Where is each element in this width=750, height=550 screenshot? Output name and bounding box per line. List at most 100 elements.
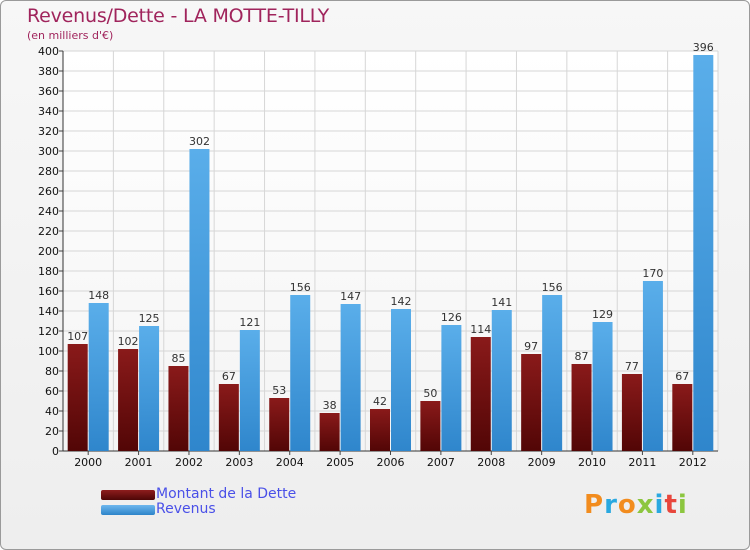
logo-letter: i xyxy=(677,490,688,520)
y-tick-label: 400 xyxy=(38,45,59,58)
y-tick-label: 180 xyxy=(38,265,59,278)
bar-dette xyxy=(218,384,239,451)
data-label-revenus: 302 xyxy=(189,135,210,148)
bar-dette xyxy=(269,398,290,451)
bar-revenus xyxy=(88,303,109,451)
data-label-dette: 77 xyxy=(625,360,639,373)
data-label-dette: 87 xyxy=(575,350,589,363)
x-tick-label: 2005 xyxy=(326,456,354,469)
bar-revenus xyxy=(189,149,210,451)
x-tick-label: 2004 xyxy=(276,456,304,469)
bar-revenus xyxy=(139,326,160,451)
data-label-revenus: 141 xyxy=(491,296,512,309)
x-tick-label: 2002 xyxy=(175,456,203,469)
bar-dette xyxy=(118,349,139,451)
bar-dette xyxy=(319,413,340,451)
logo-letter: x xyxy=(636,490,655,520)
bar-dette xyxy=(67,344,88,451)
data-label-dette: 67 xyxy=(222,370,236,383)
y-tick-label: 280 xyxy=(38,165,59,178)
y-tick-label: 80 xyxy=(45,365,59,378)
bar-revenus xyxy=(693,55,714,451)
y-tick-label: 20 xyxy=(45,425,59,438)
bar-dette xyxy=(420,401,441,451)
x-tick-label: 2006 xyxy=(377,456,405,469)
y-tick-label: 240 xyxy=(38,205,59,218)
bar-dette xyxy=(470,337,491,451)
y-tick-label: 200 xyxy=(38,245,59,258)
legend-swatch-revenus xyxy=(101,505,155,515)
bar-dette xyxy=(672,384,693,451)
y-tick-label: 320 xyxy=(38,125,59,138)
x-tick-label: 2012 xyxy=(679,456,707,469)
data-label-revenus: 129 xyxy=(592,308,613,321)
x-tick-label: 2003 xyxy=(225,456,253,469)
bar-revenus xyxy=(391,309,411,451)
chart-title: Revenus/Dette - LA MOTTE-TILLY xyxy=(27,5,330,27)
logo-letter: o xyxy=(617,490,637,520)
x-tick-label: 2001 xyxy=(125,456,153,469)
logo-letter: r xyxy=(604,490,618,520)
data-label-revenus: 142 xyxy=(391,295,412,308)
data-label-revenus: 147 xyxy=(340,290,361,303)
x-tick-label: 2007 xyxy=(427,456,455,469)
bar-dette xyxy=(571,364,592,451)
bar-revenus xyxy=(441,325,462,451)
chart-subtitle: (en milliers d'€) xyxy=(27,29,114,42)
bar-revenus xyxy=(239,330,260,451)
data-label-revenus: 148 xyxy=(88,289,109,302)
y-tick-label: 260 xyxy=(38,185,59,198)
y-tick-label: 60 xyxy=(45,385,59,398)
data-label-dette: 67 xyxy=(675,370,689,383)
data-label-dette: 97 xyxy=(524,340,538,353)
bar-revenus xyxy=(542,295,563,451)
bar-revenus xyxy=(290,295,311,451)
x-tick-label: 2000 xyxy=(74,456,102,469)
data-label-dette: 102 xyxy=(118,335,139,348)
logo-letter: t xyxy=(664,490,678,520)
legend-swatch-dette xyxy=(101,490,155,500)
data-label-revenus: 156 xyxy=(290,281,311,294)
bar-dette xyxy=(168,366,189,451)
data-label-revenus: 170 xyxy=(642,267,663,280)
data-label-dette: 85 xyxy=(171,352,185,365)
data-label-dette: 114 xyxy=(470,323,491,336)
bar-revenus xyxy=(340,304,361,451)
logo-letter: P xyxy=(584,490,605,520)
y-tick-label: 380 xyxy=(38,65,59,78)
y-tick-label: 100 xyxy=(38,345,59,358)
data-label-dette: 42 xyxy=(373,395,387,408)
y-tick-label: 300 xyxy=(38,145,59,158)
data-label-revenus: 125 xyxy=(139,312,160,325)
legend-label-revenus: Revenus xyxy=(156,501,216,517)
y-tick-label: 360 xyxy=(38,85,59,98)
y-tick-label: 0 xyxy=(52,445,59,458)
bar-dette xyxy=(621,374,642,451)
bar-dette xyxy=(521,354,542,451)
bar-revenus xyxy=(592,322,613,451)
data-label-revenus: 121 xyxy=(239,316,260,329)
data-label-revenus: 126 xyxy=(441,311,462,324)
bar-revenus xyxy=(642,281,663,451)
x-tick-label: 2010 xyxy=(578,456,606,469)
y-tick-label: 40 xyxy=(45,405,59,418)
y-tick-label: 160 xyxy=(38,285,59,298)
bar-revenus xyxy=(491,310,512,451)
bar-dette xyxy=(370,409,390,451)
y-tick-label: 140 xyxy=(38,305,59,318)
x-tick-label: 2009 xyxy=(528,456,556,469)
legend-label-dette: Montant de la Dette xyxy=(156,486,297,502)
x-tick-label: 2011 xyxy=(628,456,656,469)
proxiti-logo: Proxiti xyxy=(584,490,688,520)
data-label-dette: 50 xyxy=(423,387,437,400)
data-label-revenus: 156 xyxy=(542,281,563,294)
data-label-revenus: 396 xyxy=(693,41,714,54)
y-tick-label: 340 xyxy=(38,105,59,118)
data-label-dette: 53 xyxy=(272,384,286,397)
x-tick-label: 2008 xyxy=(477,456,505,469)
y-tick-label: 220 xyxy=(38,225,59,238)
y-tick-label: 120 xyxy=(38,325,59,338)
data-label-dette: 107 xyxy=(67,330,88,343)
